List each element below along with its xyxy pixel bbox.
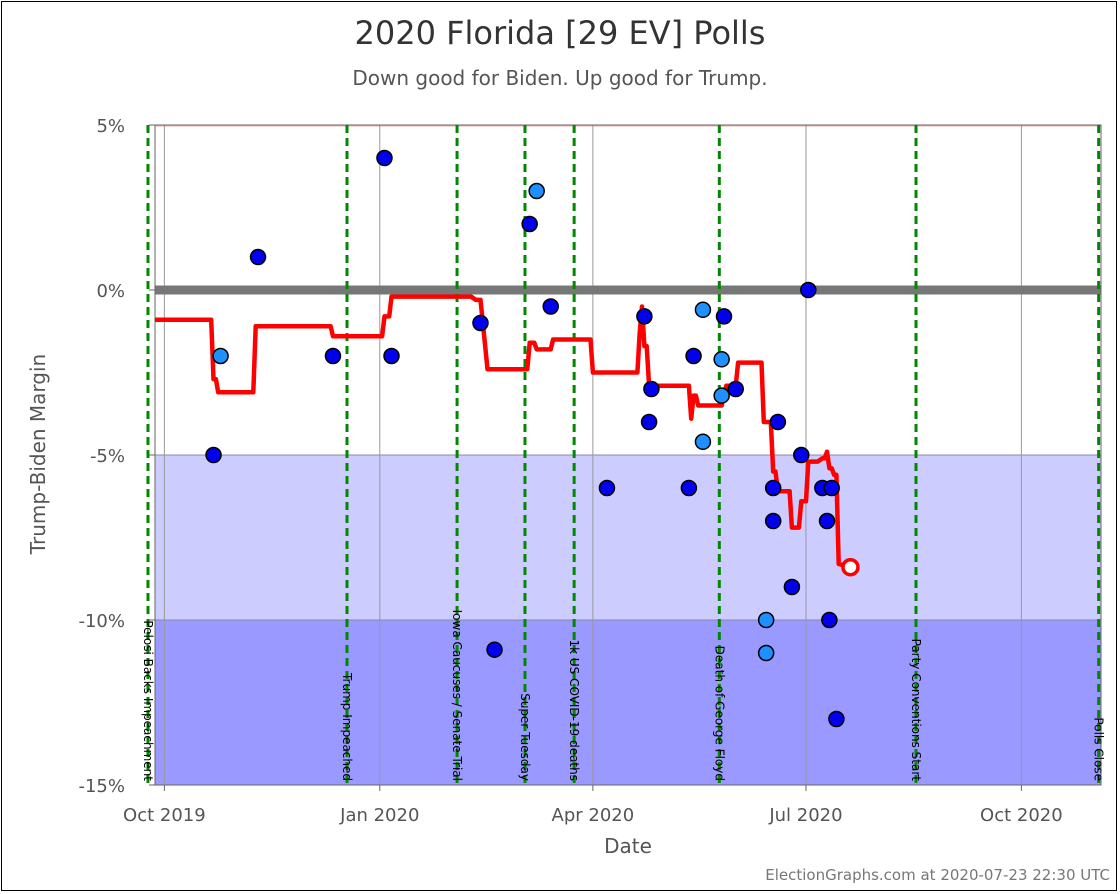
poll-point — [212, 347, 229, 365]
chart-title: 2020 Florida [29 EV] Polls — [354, 14, 766, 52]
poll-point — [823, 479, 840, 497]
poll-point — [598, 479, 616, 497]
poll-point — [764, 479, 782, 497]
poll-point — [542, 298, 559, 315]
margin-band — [155, 620, 1101, 785]
poll-point — [528, 182, 545, 200]
poll-point — [793, 446, 810, 464]
poll-point — [757, 644, 775, 662]
poll-point — [636, 308, 653, 325]
poll-point — [713, 387, 730, 404]
event-label: Super Tuesday — [518, 693, 532, 781]
poll-point — [757, 611, 775, 629]
event-label: Iowa Caucuses / Senate Trial — [450, 610, 464, 781]
x-tick-label: Oct 2019 — [123, 805, 206, 826]
event-label: Party Conventions Start — [909, 639, 923, 782]
poll-point — [727, 380, 744, 398]
y-tick-label: -5% — [90, 446, 125, 467]
event-label: Pelosi Backs Impeachment — [141, 620, 155, 781]
y-tick-label: -10% — [78, 611, 125, 632]
event-label: Death of George Floyd — [712, 646, 726, 781]
event-label: Polls Close — [1092, 717, 1106, 781]
poll-point — [800, 281, 817, 299]
event-label: 1k US COVID-19 deaths — [567, 639, 581, 781]
poll-point — [821, 611, 838, 629]
poll-point — [640, 413, 658, 431]
poll-point — [680, 479, 698, 497]
poll-point — [764, 512, 782, 530]
average-line — [155, 294, 852, 570]
poll-point — [643, 380, 660, 398]
y-tick-label: 0% — [96, 281, 125, 302]
poll-point — [685, 347, 702, 365]
poll-point — [205, 446, 222, 464]
poll-point — [249, 248, 267, 266]
poll-point — [828, 710, 845, 728]
poll-point — [472, 314, 489, 332]
chart-subtitle: Down good for Biden. Up good for Trump. — [352, 66, 768, 90]
poll-point — [818, 512, 836, 530]
x-tick-label: Jul 2020 — [768, 805, 842, 826]
event-label: Trump Impeached — [340, 672, 354, 781]
poll-point — [783, 578, 801, 596]
x-axis-label: Date — [604, 834, 652, 858]
x-tick-label: Jan 2020 — [339, 805, 419, 826]
poll-point — [694, 433, 712, 451]
x-tick-label: Oct 2020 — [980, 805, 1063, 826]
y-tick-label: -15% — [78, 776, 125, 797]
x-tick-label: Apr 2020 — [552, 805, 635, 826]
margin-band — [155, 455, 1101, 620]
poll-point — [383, 347, 400, 365]
y-tick-label: 5% — [96, 116, 125, 137]
poll-point — [376, 149, 393, 167]
poll-point — [715, 308, 733, 325]
poll-point — [713, 351, 730, 368]
poll-point — [694, 301, 712, 319]
poll-point — [769, 413, 787, 431]
poll-point — [486, 641, 503, 658]
poll-point — [324, 347, 342, 365]
poll-point — [521, 215, 538, 233]
credit-text: ElectionGraphs.com at 2020-07-23 22:30 U… — [765, 866, 1110, 884]
current-average-marker — [841, 557, 860, 577]
